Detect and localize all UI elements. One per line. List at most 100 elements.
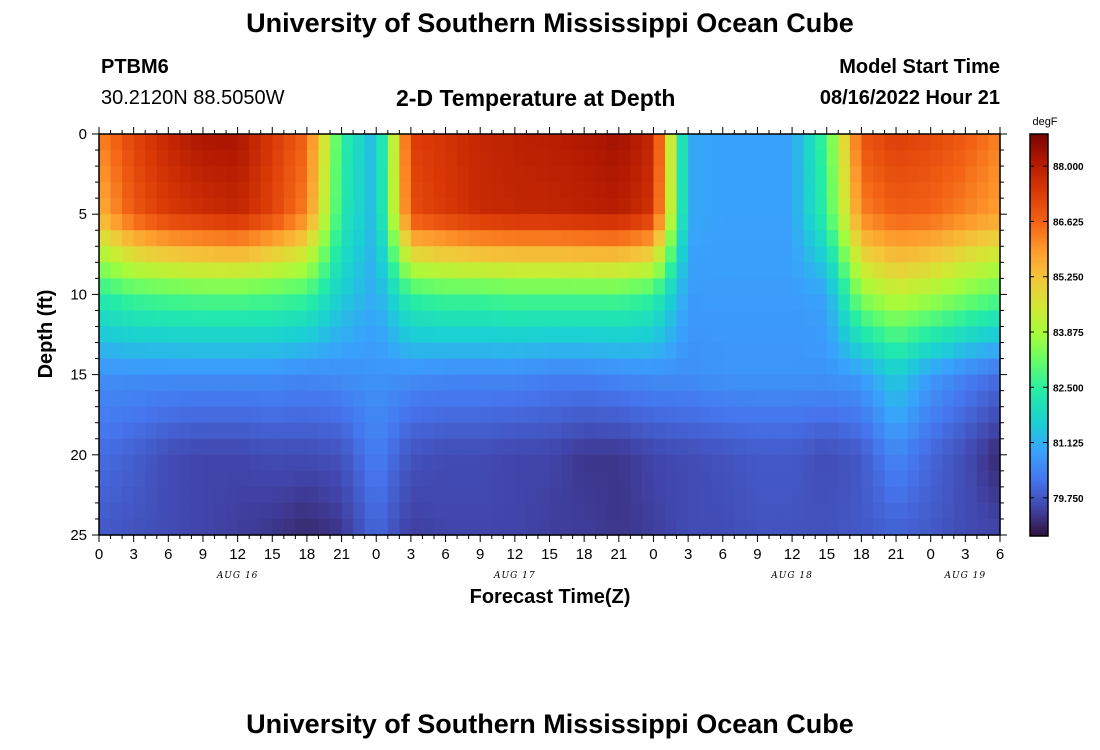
heatmap-cell [145,166,158,183]
heatmap-cell [780,246,793,263]
heatmap-cell [260,518,273,536]
heatmap-cell [191,134,204,151]
heatmap-cell [168,230,181,247]
heatmap-cell [353,230,366,247]
heatmap-cell [122,390,135,408]
heatmap-cell [572,358,585,376]
heatmap-cell [584,358,597,376]
heatmap-cell [410,230,424,247]
heatmap-cell [549,390,562,408]
heatmap-cell [676,198,689,215]
heatmap-cell [872,390,886,408]
heatmap-cell [514,518,527,536]
heatmap-cell [260,214,273,231]
heatmap-cell [699,326,712,344]
heatmap-cell [907,166,920,183]
heatmap-cell [526,310,539,328]
x-tick-label: 12 [784,546,801,563]
heatmap-cell [699,374,712,392]
heatmap-cell [457,518,470,536]
heatmap-cell [815,454,828,472]
heatmap-cell [306,166,320,183]
heatmap-cell [653,502,666,520]
heatmap-cell [896,454,909,472]
heatmap-cell [122,214,135,231]
heatmap-cell [122,406,135,424]
heatmap-cell [526,294,539,312]
heatmap-cell [861,342,874,360]
heatmap-cell [295,150,308,167]
heatmap-cell [537,182,551,199]
heatmap-cell [942,182,955,199]
model-start-label: Model Start Time [839,56,1000,78]
heatmap-cell [896,166,909,183]
heatmap-cell [803,502,816,520]
heatmap-cell [376,294,389,312]
heatmap-cell [768,358,782,376]
heatmap-cell [884,454,897,472]
heatmap-cell [745,518,759,536]
heatmap-cell [364,166,377,183]
heatmap-cell [295,374,308,392]
heatmap-cell [665,198,678,215]
heatmap-cell [295,390,308,408]
heatmap-cell [364,246,377,263]
heatmap-cell [503,406,516,424]
heatmap-cell [930,358,943,376]
heatmap-cell [341,198,354,215]
heatmap-cell [896,390,909,408]
heatmap-cell [919,342,932,360]
heatmap-cell [572,406,585,424]
heatmap-cell [399,230,412,247]
heatmap-cell [168,486,181,504]
heatmap-cell [595,246,608,263]
heatmap-cell [249,422,262,440]
heatmap-cell [584,470,597,488]
heatmap-cell [711,198,724,215]
heatmap-cell [433,166,447,183]
heatmap-cell [179,470,193,488]
heatmap-cell [757,326,770,344]
heatmap-cell [318,182,331,199]
heatmap-cell [272,326,285,344]
heatmap-cell [699,198,712,215]
heatmap-cell [803,422,816,440]
heatmap-cell [826,294,839,312]
heatmap-cell [699,214,712,231]
heatmap-cell [283,326,296,344]
heatmap-cell [665,294,678,312]
heatmap-cell [226,438,239,456]
heatmap-cell [665,326,678,344]
heatmap-cell [179,406,193,424]
heatmap-cell [699,166,712,183]
heatmap-cell [780,422,793,440]
heatmap-cell [780,182,793,199]
heatmap-cell [780,214,793,231]
heatmap-cell [260,198,273,215]
heatmap-cell [445,214,458,231]
heatmap-cell [584,406,597,424]
heatmap-cell [722,390,735,408]
heatmap-cell [318,310,331,328]
heatmap-cell [99,166,112,183]
heatmap-cell [861,214,874,231]
heatmap-cell [156,182,169,199]
heatmap-cell [584,182,597,199]
heatmap-cell [896,230,909,247]
heatmap-cell [942,422,955,440]
heatmap-cell [653,438,666,456]
heatmap-cell [202,470,216,488]
heatmap-cell [849,246,862,263]
heatmap-cell [722,294,735,312]
heatmap-cell [526,134,539,151]
heatmap-cell [907,278,920,295]
heatmap-cell [618,134,631,151]
heatmap-cell [341,230,354,247]
heatmap-cell [399,406,412,424]
heatmap-cell [468,374,481,392]
heatmap-cell [353,454,366,472]
heatmap-cell [976,278,990,295]
heatmap-cell [584,438,597,456]
heatmap-cell [838,358,851,376]
heatmap-cell [202,406,216,424]
